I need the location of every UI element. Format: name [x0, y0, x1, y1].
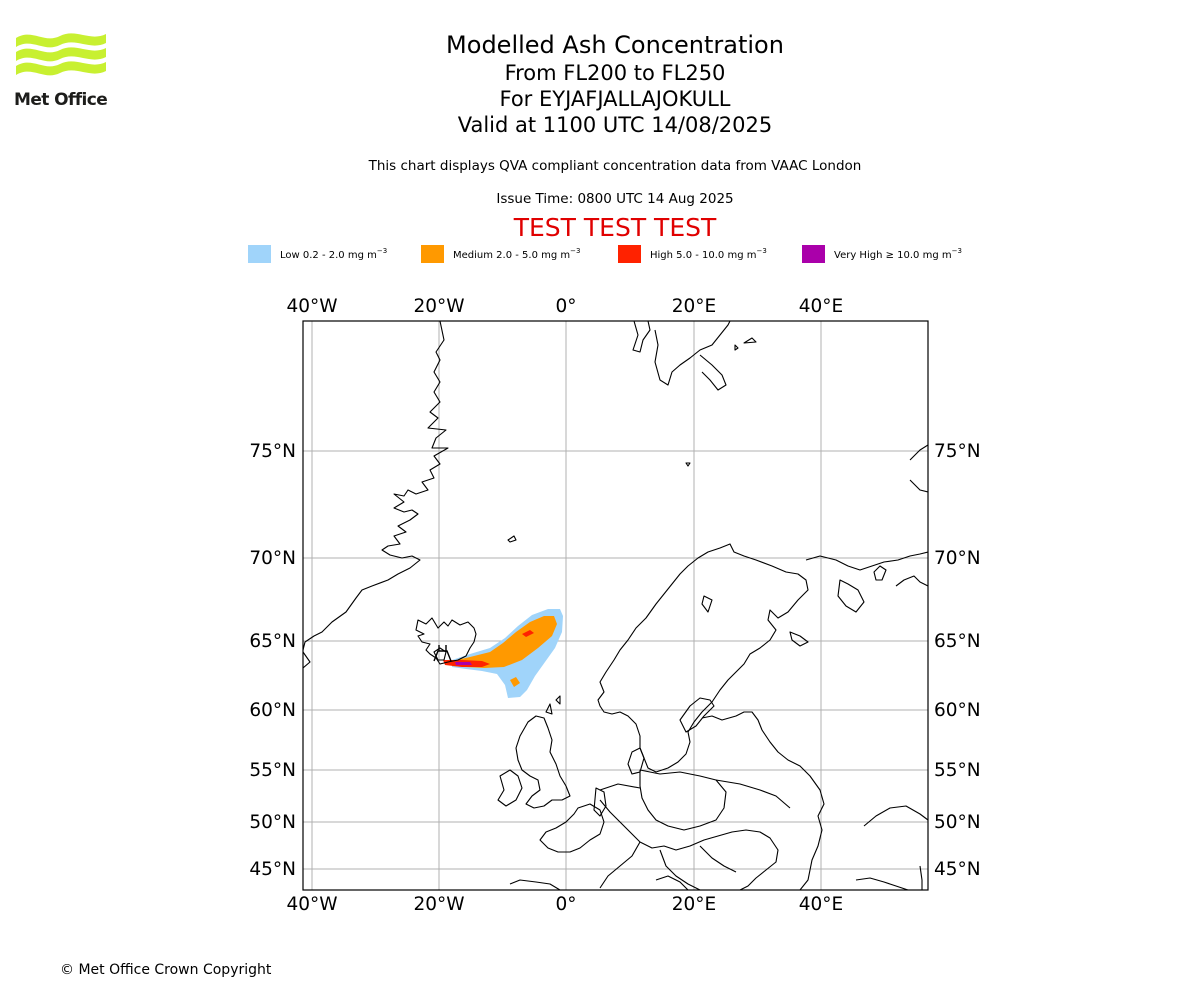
- ash-high-patch: [522, 630, 534, 637]
- legend-swatch-medium: [421, 245, 444, 263]
- lon-label: 20°E: [672, 296, 716, 317]
- lat-labels-right: 75°N 70°N 65°N 60°N 55°N 50°N 45°N: [934, 441, 981, 880]
- legend-swatch-low: [248, 245, 271, 263]
- legend-label-high: High 5.0 - 10.0 mg m−3: [650, 247, 767, 261]
- legend-item-high: High 5.0 - 10.0 mg m−3: [618, 244, 767, 264]
- lat-label: 45°N: [249, 859, 296, 880]
- volcano-name: For EYJAFJALLAJOKULL: [499, 87, 731, 111]
- ash-medium-area: [452, 616, 557, 668]
- issue-time: Issue Time: 0800 UTC 14 Aug 2025: [496, 191, 734, 207]
- lon-label: 20°W: [413, 894, 464, 915]
- lon-label: 40°E: [799, 894, 843, 915]
- lat-label: 60°N: [249, 700, 296, 721]
- ash-medium-patch: [510, 677, 520, 687]
- lon-label: 0°: [555, 296, 576, 317]
- copyright-notice: © Met Office Crown Copyright: [60, 962, 272, 978]
- legend-swatch-high: [618, 245, 641, 263]
- ash-very-high-area: [455, 662, 472, 665]
- lon-labels-top: 40°W 20°W 0° 20°E 40°E: [286, 296, 843, 317]
- lat-label: 50°N: [249, 812, 296, 833]
- lon-label: 20°E: [672, 894, 716, 915]
- lon-label: 0°: [555, 894, 576, 915]
- ash-plume: [443, 609, 563, 698]
- met-office-logo: Met Office: [14, 30, 109, 112]
- legend-item-very-high: Very High ≥ 10.0 mg m−3: [802, 244, 962, 264]
- valid-time: Valid at 1100 UTC 14/08/2025: [457, 113, 773, 137]
- lat-label: 50°N: [934, 812, 981, 833]
- lon-label: 20°W: [413, 296, 464, 317]
- flight-level-range: From FL200 to FL250: [504, 61, 726, 85]
- lat-labels-left: 75°N 70°N 65°N 60°N 55°N 50°N 45°N: [249, 441, 296, 880]
- lat-label: 65°N: [249, 631, 296, 652]
- lon-label: 40°W: [286, 894, 337, 915]
- lat-label: 70°N: [249, 548, 296, 569]
- lon-label: 40°W: [286, 296, 337, 317]
- lat-label: 55°N: [934, 760, 981, 781]
- chart-title-block: Modelled Ash Concentration From FL200 to…: [315, 30, 915, 138]
- legend-label-medium: Medium 2.0 - 5.0 mg m−3: [453, 247, 581, 261]
- volcano-marker-icon: [433, 645, 452, 662]
- lat-label: 75°N: [934, 441, 981, 462]
- lat-label: 60°N: [934, 700, 981, 721]
- lat-label: 75°N: [249, 441, 296, 462]
- logo-wordmark: Met Office: [14, 90, 108, 110]
- legend-item-medium: Medium 2.0 - 5.0 mg m−3: [421, 244, 580, 264]
- chart-title: Modelled Ash Concentration: [446, 31, 784, 59]
- legend-label-low: Low 0.2 - 2.0 mg m−3: [280, 247, 388, 261]
- coastlines: [303, 321, 928, 890]
- test-banner: TEST TEST TEST: [513, 213, 717, 242]
- lat-label: 70°N: [934, 548, 981, 569]
- logo-waves-icon: [16, 33, 106, 76]
- legend-label-very-high: Very High ≥ 10.0 mg m−3: [834, 247, 962, 261]
- legend-swatch-very-high: [802, 245, 825, 263]
- legend-item-low: Low 0.2 - 2.0 mg m−3: [248, 244, 387, 264]
- qva-subtitle: This chart displays QVA compliant concen…: [368, 158, 862, 174]
- lat-label: 65°N: [934, 631, 981, 652]
- lat-label: 55°N: [249, 760, 296, 781]
- lat-label: 45°N: [934, 859, 981, 880]
- map-frame: [302, 320, 929, 891]
- lon-label: 40°E: [799, 296, 843, 317]
- lon-labels-bottom: 40°W 20°W 0° 20°E 40°E: [286, 894, 843, 915]
- map-graticule: [303, 321, 928, 890]
